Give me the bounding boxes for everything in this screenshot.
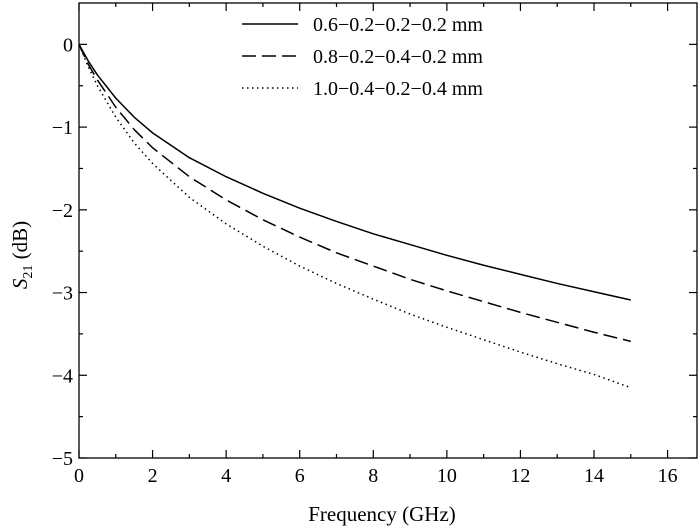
- plot-frame: [78, 2, 698, 459]
- x-tick-label: 0: [74, 465, 84, 487]
- x-tick-label: 10: [437, 465, 457, 487]
- y-tick-label: −4: [52, 365, 73, 387]
- y-tick-label: −5: [52, 448, 73, 470]
- x-tick-label: 4: [221, 465, 231, 487]
- y-axis-label: S21 (dB): [8, 221, 36, 289]
- x-tick-label: 16: [658, 465, 678, 487]
- y-tick-label: −2: [52, 200, 73, 222]
- x-axis-label: Frequency (GHz): [308, 502, 456, 526]
- series-line-2: [78, 44, 631, 343]
- series-line-3: [78, 44, 632, 389]
- legend-label-3: 1.0−0.4−0.2−0.4 mm: [313, 78, 483, 100]
- x-tick-label: 8: [368, 465, 378, 487]
- legend: 0.6−0.2−0.2−0.2 mm 0.8−0.2−0.4−0.2 mm 1.0−…: [242, 14, 483, 100]
- y-axis-label-var: S: [8, 278, 32, 289]
- axis-ticks: [78, 3, 697, 459]
- y-axis-label-sub: 21: [21, 265, 36, 279]
- x-tick-label: 6: [295, 465, 305, 487]
- legend-label-2: 0.8−0.2−0.4−0.2 mm: [313, 46, 483, 68]
- plot-area-border: [78, 2, 698, 459]
- x-tick-labels: 0 2 4 6 8 10 12 14 16: [74, 465, 678, 487]
- x-tick-label: 12: [510, 465, 530, 487]
- x-tick-label: 14: [584, 465, 604, 487]
- y-axis-label-unit: (dB): [8, 221, 32, 265]
- y-tick-label: −1: [52, 117, 73, 139]
- series-line-1: [78, 43, 631, 301]
- y-tick-label: 0: [63, 34, 73, 56]
- legend-label-1: 0.6−0.2−0.2−0.2 mm: [313, 14, 483, 36]
- x-tick-label: 2: [148, 465, 158, 487]
- series-lines: [78, 43, 632, 389]
- y-tick-label: −3: [52, 283, 73, 305]
- y-tick-labels: 0 −1 −2 −3 −4 −5: [52, 34, 73, 470]
